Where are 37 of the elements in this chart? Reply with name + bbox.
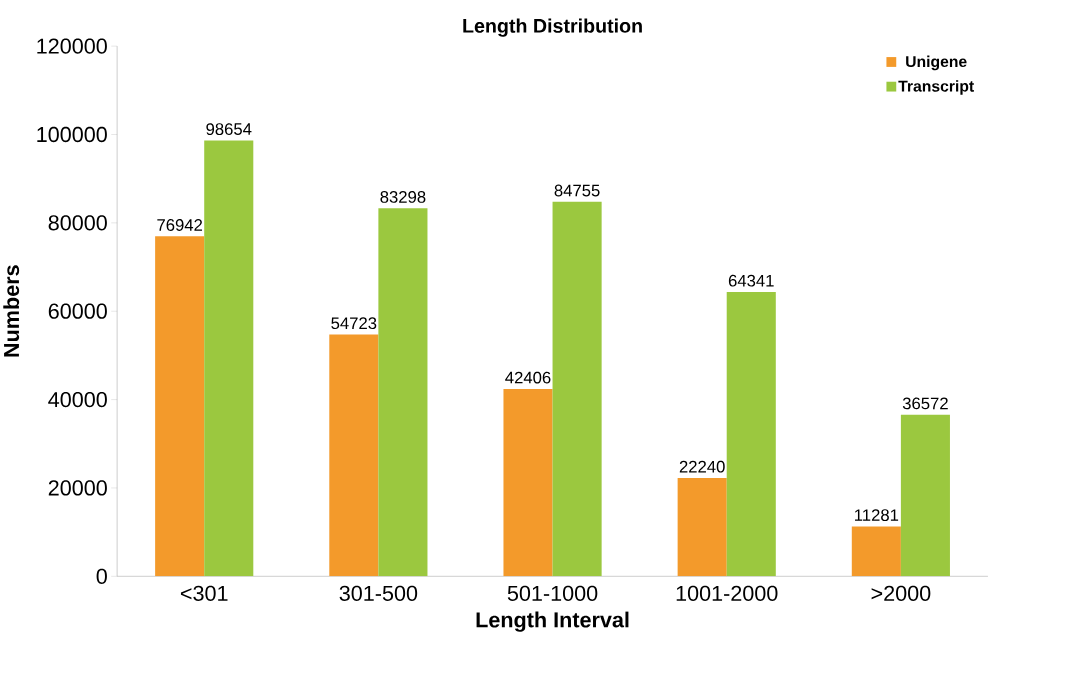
bar xyxy=(204,140,254,577)
legend-label: Transcript xyxy=(898,80,974,95)
y-tick-label: 0 xyxy=(96,568,107,584)
data-label: 64341 xyxy=(728,274,774,287)
y-tick-label: 60000 xyxy=(48,303,107,319)
y-tick-label: 80000 xyxy=(48,215,107,231)
bar xyxy=(503,388,553,577)
bar xyxy=(155,236,205,577)
data-label: 36572 xyxy=(902,397,948,410)
y-tick-label: 20000 xyxy=(48,480,107,496)
data-label: 98654 xyxy=(206,123,252,135)
x-axis-title: Length Interval xyxy=(476,611,629,632)
bar xyxy=(378,208,428,577)
y-tick-label: 40000 xyxy=(48,391,107,408)
bar xyxy=(900,414,950,577)
x-tick-label: <301 xyxy=(180,585,228,601)
y-tick-label: 120000 xyxy=(37,38,107,54)
chart-title: Length Distribution xyxy=(463,18,642,37)
bar xyxy=(552,201,602,577)
legend-label: Unigene xyxy=(906,55,967,71)
y-axis-title: Numbers xyxy=(3,265,20,357)
data-label: 22240 xyxy=(679,460,725,473)
bar xyxy=(677,477,727,577)
y-tick-label: 100000 xyxy=(37,126,107,143)
x-tick-label: 501-1000 xyxy=(507,585,598,601)
x-tick-label: 1001-2000 xyxy=(676,585,778,601)
x-tick-label: 301-500 xyxy=(339,585,418,601)
x-tick-label: >2000 xyxy=(871,585,931,601)
data-label: 54723 xyxy=(331,317,377,329)
data-label: 84755 xyxy=(554,184,600,197)
data-label: 42406 xyxy=(505,371,551,384)
data-label: 76942 xyxy=(157,218,203,231)
bar xyxy=(726,291,776,577)
bar xyxy=(851,526,901,577)
bar xyxy=(329,334,379,577)
data-label: 11281 xyxy=(855,509,899,521)
data-label: 83298 xyxy=(380,190,426,203)
